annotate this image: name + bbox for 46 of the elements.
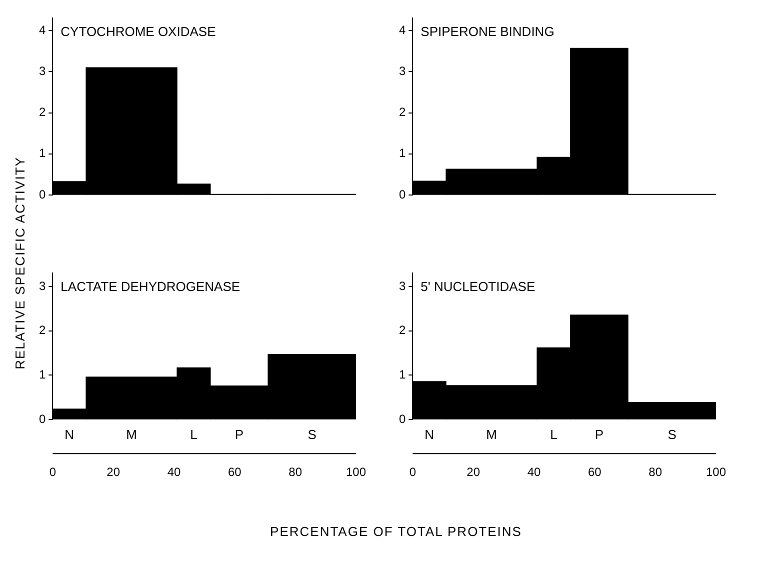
text: SPIPERONE BINDING	[420, 24, 554, 39]
y-tick-label: 3	[38, 64, 46, 78]
y-tick-label: 1	[38, 146, 46, 160]
x-tick-label: 0	[49, 465, 56, 480]
y-tick-label: 3	[398, 64, 406, 78]
text: 5' NUCLEOTIDASE	[420, 278, 536, 294]
text: S	[668, 427, 677, 442]
text: N	[424, 427, 434, 442]
y-tick-label: 1	[398, 146, 406, 160]
y-tick-label: 3	[398, 278, 406, 293]
text: M	[126, 427, 137, 442]
x-tick-label: 40	[527, 465, 541, 480]
y-tick-label: 2	[38, 105, 46, 120]
x-tick-label: 0	[409, 465, 416, 480]
text: M	[486, 427, 497, 442]
x-axis-title: PERCENTAGE OF TOTAL PROTEINS	[269, 524, 523, 539]
text: L	[190, 427, 198, 442]
y-tick-label: 3	[38, 278, 46, 293]
y-tick-label: 4	[38, 22, 46, 37]
y-tick-label: 0	[38, 412, 46, 426]
y-tick-label: 2	[398, 105, 406, 120]
text: CYTOCHROME OXIDASE	[60, 24, 216, 39]
text: LACTATE DEHYDROGENASE	[60, 278, 240, 294]
y-tick-label: 0	[398, 412, 406, 426]
y-tick-label: 2	[38, 323, 46, 338]
x-tick-label: 60	[228, 465, 242, 480]
text: N	[64, 427, 74, 442]
x-tick-label: 100	[346, 465, 366, 480]
x-tick-label: 80	[288, 465, 302, 480]
x-tick-label: 20	[466, 465, 480, 480]
x-tick-label: 60	[588, 465, 602, 480]
y-tick-label: 4	[398, 22, 406, 37]
x-tick-label: 20	[106, 465, 120, 480]
y-tick-label: 1	[398, 368, 406, 382]
text: P	[594, 427, 604, 442]
y-tick-label: 1	[38, 368, 46, 382]
x-tick-label: 40	[167, 465, 181, 480]
y-tick-label: 0	[398, 187, 406, 202]
text: P	[234, 427, 244, 442]
x-tick-label: 80	[648, 465, 662, 480]
y-tick-label: 0	[38, 187, 46, 202]
x-tick-label: 100	[706, 465, 726, 480]
y-axis-title: RELATIVE SPECIFIC ACTIVITY	[12, 156, 28, 370]
text: S	[308, 427, 317, 442]
text: L	[550, 427, 558, 442]
y-tick-label: 2	[398, 323, 406, 338]
